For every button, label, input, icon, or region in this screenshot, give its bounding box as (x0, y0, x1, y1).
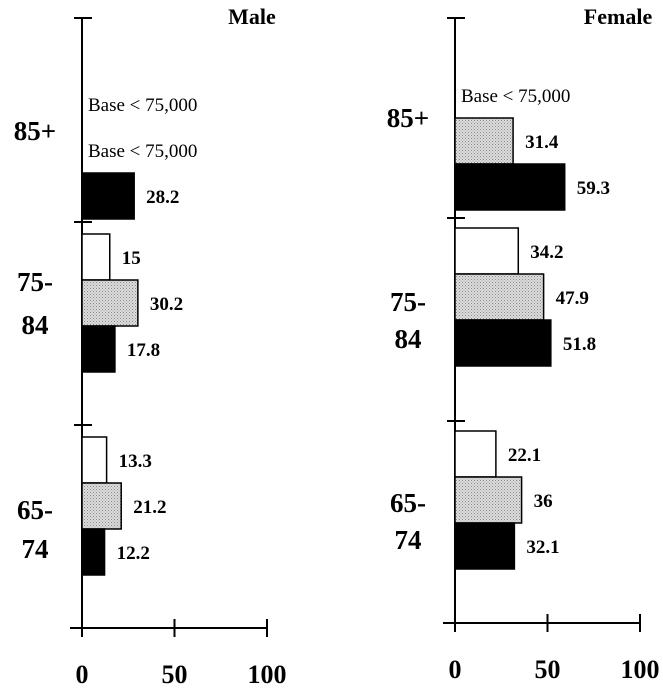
male-base-note: Base < 75,000 (88, 95, 197, 116)
male-panel: Male 0 50 100 85+ Base < 75,000 Base < 75,000 2… (14, 4, 287, 689)
male-value-label: 28.2 (146, 187, 179, 208)
female-value-label: 59.3 (577, 178, 610, 199)
male-bar (81, 325, 116, 373)
male-category-label: 74 (22, 534, 49, 564)
female-bar (454, 227, 520, 275)
male-bar (81, 436, 108, 484)
female-bar (454, 430, 497, 478)
female-value-label: 22.1 (508, 445, 541, 466)
female-value-label: 51.8 (563, 334, 596, 355)
female-bar (454, 163, 566, 211)
male-value-label: 13.3 (119, 451, 152, 472)
female-category-label: 74 (395, 525, 422, 555)
male-base-note: Base < 75,000 (88, 141, 197, 162)
female-category-label: 85+ (387, 103, 429, 133)
male-category-label: 65- (17, 495, 53, 525)
female-bar (454, 117, 514, 165)
male-value-label: 21.2 (133, 497, 166, 518)
male-value-label: 15 (122, 248, 141, 269)
male-bar (81, 233, 111, 281)
female-bar (454, 273, 545, 321)
female-category-label: 75- (390, 287, 426, 317)
male-category-label: 85+ (14, 116, 56, 146)
male-x-tick-label: 0 (76, 660, 89, 689)
female-bar (454, 476, 523, 524)
female-value-label: 34.2 (530, 242, 563, 263)
male-x-tick-label: 100 (248, 660, 287, 689)
male-bar (81, 172, 135, 220)
female-panel-title: Female (584, 4, 653, 29)
female-panel: Female 0 50 100 85+ Base < 75,000 31.4 59.3 75- 8… (387, 4, 660, 684)
male-value-label: 12.2 (117, 543, 150, 564)
female-bar (454, 522, 516, 570)
female-x-tick-label: 100 (621, 655, 660, 684)
male-bar (81, 279, 139, 327)
female-base-note: Base < 75,000 (461, 86, 570, 107)
female-x-tick-label: 50 (535, 655, 561, 684)
female-bar (454, 319, 552, 367)
female-value-label: 47.9 (556, 288, 589, 309)
male-category-label: 84 (22, 310, 49, 340)
female-value-label: 36 (534, 491, 553, 512)
male-panel-title: Male (228, 4, 276, 29)
female-category-label: 84 (395, 324, 422, 354)
male-value-label: 17.8 (127, 340, 160, 361)
female-value-label: 31.4 (525, 132, 559, 153)
male-category-label: 75- (17, 267, 53, 297)
male-bar (81, 528, 106, 576)
female-x-tick-label: 0 (449, 655, 462, 684)
female-value-label: 32.1 (526, 537, 559, 558)
male-value-label: 30.2 (150, 294, 183, 315)
female-category-label: 65- (390, 488, 426, 518)
male-bar (81, 482, 122, 530)
male-x-tick-label: 50 (162, 660, 188, 689)
